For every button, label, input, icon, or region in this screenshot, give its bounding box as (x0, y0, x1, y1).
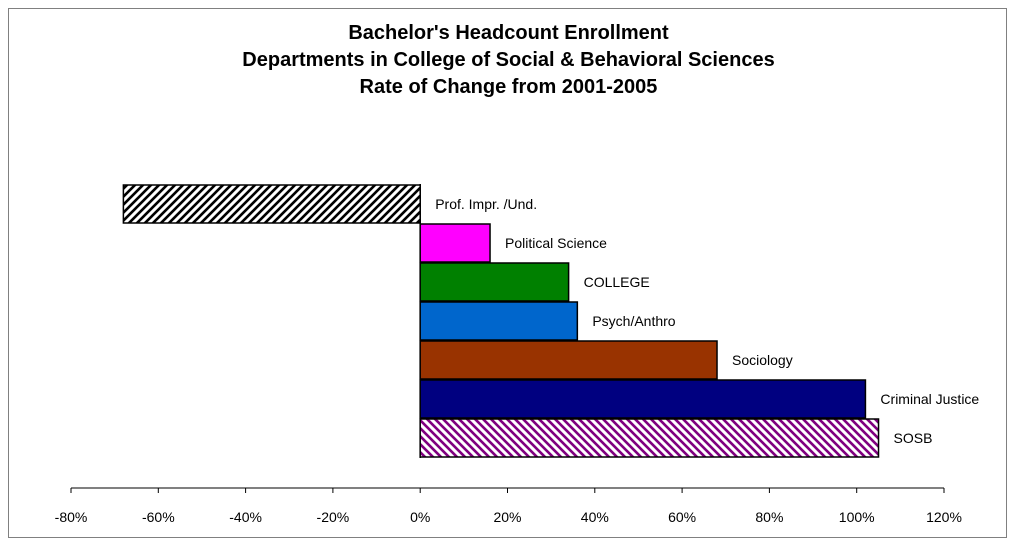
category-label: COLLEGE (584, 274, 650, 290)
value-axis-tick-label: -20% (317, 509, 350, 525)
category-label: Prof. Impr. /Und. (435, 196, 537, 212)
bar-psych-anthro (419, 301, 579, 341)
value-axis-tick-label: 0% (410, 509, 430, 525)
value-axis-tick-label: -40% (229, 509, 262, 525)
category-label: Criminal Justice (880, 391, 979, 407)
value-axis-tick-label: 80% (755, 509, 783, 525)
category-labels: Prof. Impr. /Und. Political Science COLLEG… (435, 196, 979, 446)
bar-sosb (419, 418, 880, 458)
category-label: SOSB (894, 430, 933, 446)
chart-title: Bachelor's Headcount Enrollment Departme… (0, 20, 1017, 101)
bar-criminal-justice (419, 379, 867, 419)
bar-prof-impr-und (122, 184, 421, 224)
bar-sociology (419, 340, 718, 380)
bar-series (122, 184, 880, 458)
category-label: Psych/Anthro (592, 313, 675, 329)
value-axis: -80% -60% -40% -20% 0% 20% 40% 60% 80% 100% 120% (55, 184, 962, 525)
value-axis-tick-label: 60% (668, 509, 696, 525)
value-axis-tick-label: 100% (839, 509, 875, 525)
value-axis-tick-label: -60% (142, 509, 175, 525)
category-label: Sociology (732, 352, 793, 368)
category-label: Political Science (505, 235, 607, 251)
chart-title-line-3: Rate of Change from 2001-2005 (359, 76, 658, 98)
value-axis-tick-label: 40% (581, 509, 609, 525)
bar-political-science (419, 223, 491, 263)
value-axis-tick-label: 20% (493, 509, 521, 525)
chart-title-line-2: Departments in College of Social & Behav… (242, 49, 775, 71)
value-axis-tick-label: -80% (55, 509, 88, 525)
chart-title-line-1: Bachelor's Headcount Enrollment (348, 22, 669, 44)
value-axis-tick-label: 120% (926, 509, 962, 525)
bar-college (419, 262, 570, 302)
